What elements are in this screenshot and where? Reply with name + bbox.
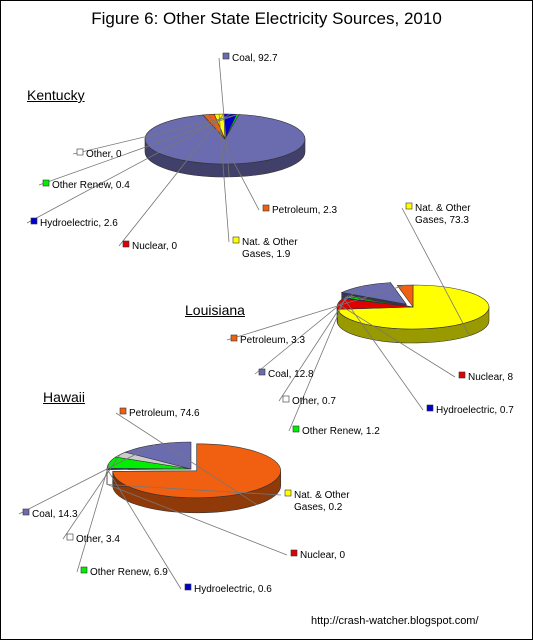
legend-key-coal: [23, 509, 29, 515]
data-label-nuclear: Nuclear, 0: [300, 550, 345, 561]
legend-key-other: [67, 534, 73, 540]
legend-key-nat-other-gases: [406, 203, 412, 209]
legend-key-other-renew: [81, 567, 87, 573]
leader-line-other-renew: [77, 463, 109, 572]
data-label-nat-other-gases: Nat. & Other: [242, 237, 298, 248]
legend-key-hydroelectric: [185, 584, 191, 590]
data-label-other-renew: Other Renew, 1.2: [302, 426, 380, 437]
data-label-other-renew: Other Renew, 0.4: [52, 180, 130, 191]
data-label-nat-other-gases: Nat. & Other: [294, 490, 350, 501]
legend-key-hydroelectric: [31, 218, 37, 224]
legend-key-coal: [223, 53, 229, 59]
data-label-petroleum: Petroleum, 74.6: [129, 408, 200, 419]
data-label-nuclear: Nuclear, 0: [132, 241, 177, 252]
data-label-coal: Coal, 92.7: [232, 53, 278, 64]
legend-key-hydroelectric: [427, 405, 433, 411]
data-label-nuclear: Nuclear, 8: [468, 372, 513, 383]
data-label-nat-other-gases: Nat. & Other: [415, 203, 471, 214]
leader-line-other: [63, 455, 120, 539]
legend-key-nat-other-gases: [233, 237, 239, 243]
legend-key-coal: [259, 369, 265, 375]
data-label-hydroelectric: Hydroelectric, 0.6: [194, 584, 272, 595]
data-label-other-renew: Other Renew, 6.9: [90, 567, 168, 578]
data-label-petroleum: Petroleum, 2.3: [272, 205, 337, 216]
legend-key-petroleum: [231, 335, 237, 341]
source-url: http://crash-watcher.blogspot.com/: [311, 615, 479, 627]
data-label-nat-other-gases: Gases, 0.2: [294, 502, 343, 513]
legend-key-nuclear: [123, 241, 129, 247]
leader-line-other: [279, 296, 348, 401]
legend-key-nuclear: [459, 372, 465, 378]
legend-key-petroleum: [263, 205, 269, 211]
data-label-coal: Coal, 12.8: [268, 369, 314, 380]
legend-key-nuclear: [291, 550, 297, 556]
leader-line-other-renew: [289, 297, 346, 431]
data-label-hydroelectric: Hydroelectric, 2.6: [40, 218, 118, 229]
pie-kentucky: Coal, 92.7 Petroleum, 2.3 Nat. & OtherGase…: [27, 53, 337, 260]
legend-key-petroleum: [120, 408, 126, 414]
data-label-nat-other-gases: Gases, 73.3: [415, 215, 469, 226]
legend-key-other-renew: [293, 426, 299, 432]
legend-key-nat-other-gases: [285, 490, 291, 496]
data-label-nat-other-gases: Gases, 1.9: [242, 249, 291, 260]
legend-key-other-renew: [43, 180, 49, 186]
data-label-other: Other, 0: [86, 149, 122, 160]
legend-key-other: [77, 149, 83, 155]
data-label-hydroelectric: Hydroelectric, 0.7: [436, 405, 514, 416]
legend-key-other: [283, 396, 289, 402]
data-label-other: Other, 0.7: [292, 396, 336, 407]
data-label-other: Other, 3.4: [76, 534, 120, 545]
data-label-coal: Coal, 14.3: [32, 509, 78, 520]
data-label-petroleum: Petroleum, 3.3: [240, 335, 305, 346]
